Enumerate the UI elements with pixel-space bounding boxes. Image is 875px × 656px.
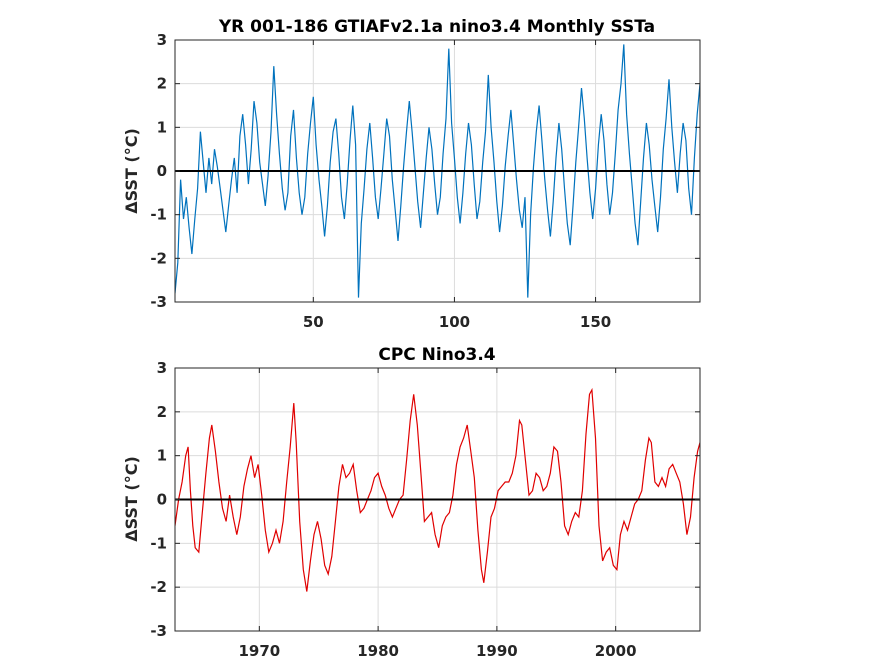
top-ytick-label: -1	[150, 206, 167, 224]
top-xtick-label: 150	[580, 313, 611, 331]
top-chart-title: YR 001-186 GTIAFv2.1a nino3.4 Monthly SS…	[218, 17, 655, 37]
bottom-ytick-label: 2	[157, 403, 167, 421]
bottom-chart-title: CPC Nino3.4	[378, 345, 495, 365]
bottom-chart-ylabel: ΔSST (°C)	[122, 456, 141, 542]
top-xtick-label: 100	[439, 313, 470, 331]
top-series-line	[175, 44, 700, 298]
top-ytick-label: 0	[157, 162, 167, 180]
top-ytick-label: 3	[157, 31, 167, 49]
bottom-ytick-label: 0	[157, 491, 167, 509]
top-chart-ylabel: ΔSST (°C)	[122, 128, 141, 214]
bottom-ticks: -3 -2 -1 0 1 2 3 1970 1980 1990 2000	[150, 359, 700, 656]
bottom-ytick-label: -1	[150, 534, 167, 552]
top-ytick-label: 1	[157, 118, 167, 136]
bottom-xtick-label: 1990	[476, 642, 518, 656]
bottom-ytick-label: -2	[150, 578, 167, 596]
bottom-series-line	[175, 387, 700, 592]
bottom-xtick-label: 1970	[238, 642, 280, 656]
bottom-ytick-label: 3	[157, 359, 167, 377]
bottom-xtick-label: 2000	[595, 642, 637, 656]
bottom-xtick-label: 1980	[357, 642, 399, 656]
bottom-ytick-label: -3	[150, 622, 167, 640]
top-ytick-label: 2	[157, 75, 167, 93]
top-xtick-label: 50	[303, 313, 324, 331]
bottom-ytick-label: 1	[157, 447, 167, 465]
bottom-chart-panel: CPC Nino3.4 ΔSST (°C) -3 -2 -1 0 1 2 3 1970 1980…	[122, 345, 701, 656]
top-chart-panel: YR 001-186 GTIAFv2.1a nino3.4 Monthly SS…	[122, 17, 701, 331]
top-ytick-label: -3	[150, 293, 167, 311]
top-ytick-label: -2	[150, 249, 167, 267]
top-ticks: -3 -2 -1 0 1 2 3 50 100 150	[150, 31, 700, 331]
